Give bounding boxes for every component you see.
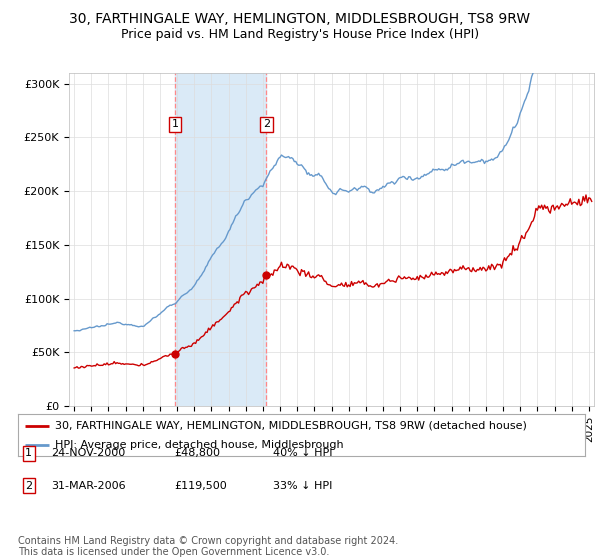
- Text: 24-NOV-2000: 24-NOV-2000: [51, 449, 125, 459]
- Text: £48,800: £48,800: [174, 449, 220, 459]
- Text: £119,500: £119,500: [174, 481, 227, 491]
- Text: 1: 1: [25, 449, 32, 459]
- Text: 40% ↓ HPI: 40% ↓ HPI: [273, 449, 332, 459]
- Bar: [175, 73, 266, 406]
- Text: 30, FARTHINGALE WAY, HEMLINGTON, MIDDLESBROUGH, TS8 9RW (detached house): 30, FARTHINGALE WAY, HEMLINGTON, MIDDLES…: [55, 421, 527, 431]
- Text: Contains HM Land Registry data © Crown copyright and database right 2024.
This d: Contains HM Land Registry data © Crown c…: [18, 535, 398, 557]
- Text: 30, FARTHINGALE WAY, HEMLINGTON, MIDDLESBROUGH, TS8 9RW: 30, FARTHINGALE WAY, HEMLINGTON, MIDDLES…: [70, 12, 530, 26]
- Text: 2: 2: [263, 119, 270, 129]
- Text: 33% ↓ HPI: 33% ↓ HPI: [273, 481, 332, 491]
- Text: 2: 2: [25, 481, 32, 491]
- Text: 31-MAR-2006: 31-MAR-2006: [51, 481, 125, 491]
- Text: HPI: Average price, detached house, Middlesbrough: HPI: Average price, detached house, Midd…: [55, 440, 343, 450]
- Text: Price paid vs. HM Land Registry's House Price Index (HPI): Price paid vs. HM Land Registry's House …: [121, 28, 479, 41]
- Text: 1: 1: [172, 119, 179, 129]
